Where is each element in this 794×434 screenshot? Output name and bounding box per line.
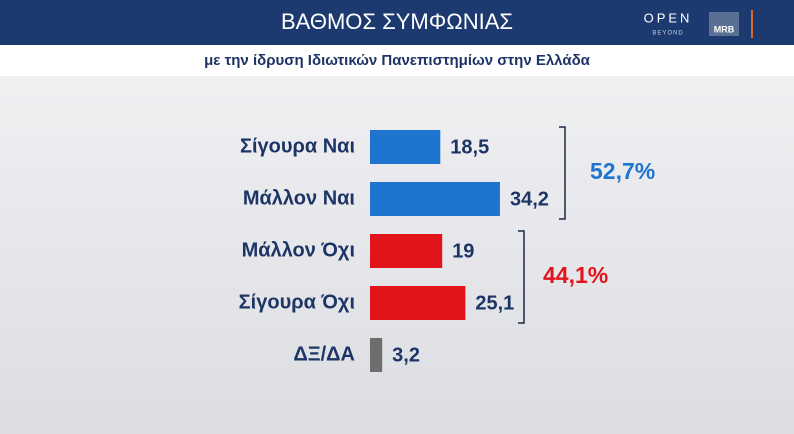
- group-total: 52,7%: [590, 158, 655, 184]
- value-label: 25,1: [475, 292, 514, 314]
- bar: [370, 234, 443, 268]
- bar: [370, 130, 441, 164]
- category-label: ΔΞ/ΔΑ: [293, 343, 355, 365]
- category-label: Μάλλον Ναι: [243, 187, 355, 209]
- group-total: 44,1%: [543, 262, 608, 288]
- value-label: 34,2: [510, 188, 549, 210]
- logo-box: [709, 12, 739, 36]
- value-label: 19: [452, 240, 474, 262]
- header-band: [0, 0, 794, 45]
- chart-subtitle: με την ίδρυση Ιδιωτικών Πανεπιστημίων στ…: [204, 52, 591, 69]
- bar: [370, 338, 383, 372]
- value-label: 18,5: [450, 136, 489, 158]
- bracket: [518, 230, 525, 324]
- category-label: Σίγουρα Όχι: [239, 291, 355, 313]
- logo-text: MRB: [714, 24, 735, 34]
- value-label: 3,2: [392, 344, 420, 366]
- logo-text: OPEN: [644, 10, 693, 25]
- bracket: [559, 126, 566, 220]
- category-label: Μάλλον Όχι: [242, 239, 355, 261]
- logo-text: BEYOND: [652, 31, 683, 37]
- category-label: Σίγουρα Ναι: [240, 135, 355, 157]
- bar: [370, 182, 500, 216]
- subtitle-band: [0, 45, 794, 76]
- bar: [370, 286, 466, 320]
- chart-title: ΒΑΘΜΟΣ ΣΥΜΦΩΝΙΑΣ: [281, 9, 513, 34]
